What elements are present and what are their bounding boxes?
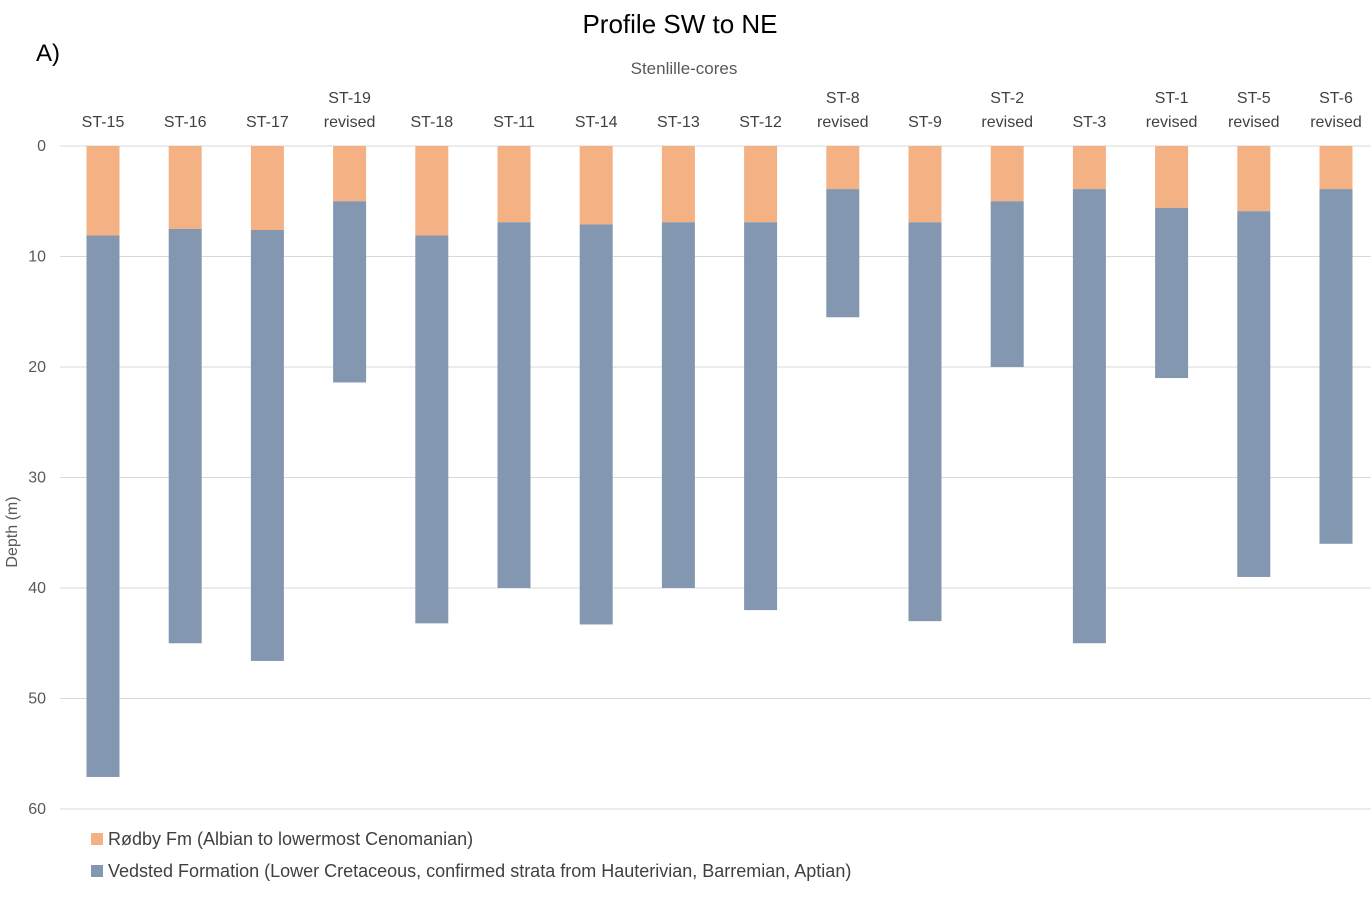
bar-rodby bbox=[497, 146, 531, 223]
bar-rodby bbox=[86, 146, 120, 236]
category-label: revised bbox=[817, 114, 869, 131]
category-label: ST-19 bbox=[328, 90, 371, 107]
legend-swatch bbox=[91, 833, 103, 845]
category-label: revised bbox=[324, 114, 376, 131]
bar-rodby bbox=[579, 146, 613, 225]
bar-vedsted bbox=[250, 229, 284, 661]
category-label: ST-3 bbox=[1073, 114, 1107, 131]
bar-rodby bbox=[826, 146, 860, 190]
bar-vedsted bbox=[415, 235, 449, 624]
category-label: revised bbox=[1228, 114, 1280, 131]
bar-vedsted bbox=[1155, 207, 1189, 379]
legend-swatch bbox=[91, 865, 103, 877]
y-tick-label: 10 bbox=[28, 249, 46, 266]
category-label: ST-15 bbox=[82, 114, 125, 131]
bar-vedsted bbox=[168, 228, 202, 644]
category-label: ST-17 bbox=[246, 114, 289, 131]
bar-vedsted bbox=[744, 222, 778, 611]
category-label: ST-16 bbox=[164, 114, 207, 131]
chart-title: Profile SW to NE bbox=[582, 9, 777, 39]
y-tick-label: 40 bbox=[28, 580, 46, 597]
category-label: revised bbox=[1310, 114, 1362, 131]
y-tick-label: 20 bbox=[28, 359, 46, 376]
bar-rodby bbox=[1237, 146, 1271, 212]
y-tick-label: 0 bbox=[37, 138, 46, 155]
y-tick-label: 30 bbox=[28, 470, 46, 487]
chart-subtitle: Stenlille-cores bbox=[631, 59, 738, 78]
bar-vedsted bbox=[1237, 211, 1271, 577]
category-label: ST-13 bbox=[657, 114, 700, 131]
bar-rodby bbox=[990, 146, 1024, 202]
legend-label: Vedsted Formation (Lower Cretaceous, con… bbox=[108, 861, 851, 881]
category-label: ST-14 bbox=[575, 114, 618, 131]
category-label: ST-9 bbox=[908, 114, 942, 131]
category-label: ST-12 bbox=[739, 114, 782, 131]
bar-vedsted bbox=[826, 189, 860, 318]
y-tick-label: 50 bbox=[28, 691, 46, 708]
bars bbox=[86, 146, 1353, 777]
category-label: ST-5 bbox=[1237, 90, 1271, 107]
legend: Rødby Fm (Albian to lowermost Cenomanian… bbox=[91, 829, 851, 881]
bar-rodby bbox=[661, 146, 695, 223]
y-tick-label: 60 bbox=[28, 801, 46, 818]
bar-vedsted bbox=[333, 201, 367, 383]
legend-label: Rødby Fm (Albian to lowermost Cenomanian… bbox=[108, 829, 473, 849]
bar-rodby bbox=[1155, 146, 1189, 208]
y-tick-labels: 0 10 20 30 40 50 60 bbox=[28, 138, 46, 818]
bar-rodby bbox=[168, 146, 202, 229]
bar-vedsted bbox=[86, 235, 120, 777]
category-label: ST-2 bbox=[990, 90, 1024, 107]
panel-label: A) bbox=[36, 40, 60, 67]
bar-vedsted bbox=[661, 222, 695, 588]
bar-rodby bbox=[744, 146, 778, 223]
category-label: ST-18 bbox=[410, 114, 453, 131]
category-label: ST-6 bbox=[1319, 90, 1353, 107]
category-label: ST-8 bbox=[826, 90, 860, 107]
category-label: revised bbox=[1146, 114, 1198, 131]
category-label: revised bbox=[981, 114, 1033, 131]
bar-vedsted bbox=[497, 222, 531, 588]
bar-rodby bbox=[908, 146, 942, 223]
bar-rodby bbox=[415, 146, 449, 236]
bar-rodby bbox=[1319, 146, 1353, 190]
bar-vedsted bbox=[1072, 189, 1106, 644]
bar-rodby bbox=[333, 146, 367, 202]
bar-rodby bbox=[250, 146, 284, 230]
bar-vedsted bbox=[990, 201, 1024, 367]
bar-vedsted bbox=[908, 222, 942, 622]
category-label: ST-11 bbox=[493, 114, 535, 131]
bar-vedsted bbox=[1319, 189, 1353, 544]
bar-vedsted bbox=[579, 224, 613, 625]
category-label: ST-1 bbox=[1155, 90, 1189, 107]
bar-rodby bbox=[1072, 146, 1106, 190]
category-labels: ST-15 ST-16 ST-17 ST-19 revised ST-18 ST-11 ST-… bbox=[82, 90, 1362, 131]
y-axis-label: Depth (m) bbox=[4, 496, 21, 567]
